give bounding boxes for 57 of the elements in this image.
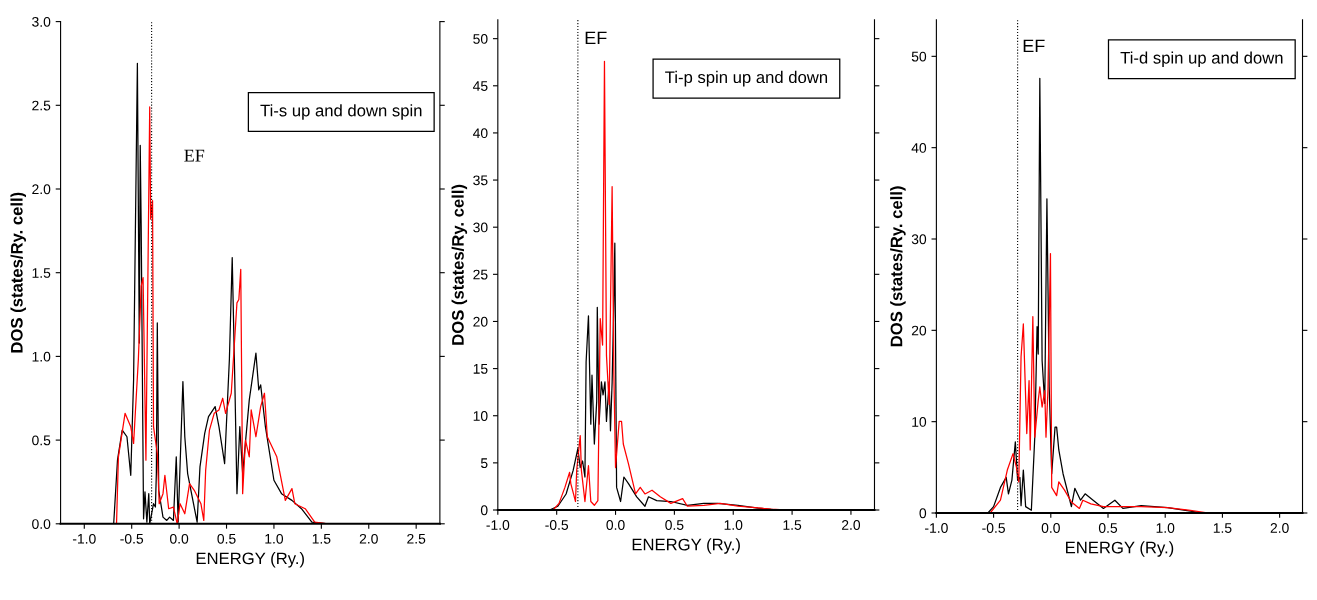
y-tick-label: 3.0 <box>32 16 51 27</box>
y-tick-label: 30 <box>911 234 927 245</box>
text: Ti-d spin up and down <box>1120 51 1283 68</box>
x-tick-label: -0.5 <box>120 533 144 544</box>
x-tick-label: -0.5 <box>982 523 1005 533</box>
x-tick-label: 2.5 <box>407 533 426 544</box>
y-tick-label: 20 <box>473 316 488 327</box>
x-tick-label: 2.0 <box>1270 523 1289 533</box>
y-tick-label: 40 <box>472 128 488 139</box>
x-tick-label: 0.0 <box>170 533 189 544</box>
y-tick-label: 0 <box>919 508 927 519</box>
y-tick-label: 2.5 <box>32 100 51 111</box>
y-tick-label: 1.5 <box>32 268 51 278</box>
x-tick-label: 0.5 <box>1098 523 1118 533</box>
y-tick-label: 10 <box>473 411 488 421</box>
x-tick-label: -0.5 <box>545 520 569 530</box>
x-tick-label: 0.0 <box>606 520 625 530</box>
x-tick-label: 2.0 <box>841 520 861 530</box>
y-tick-label: 0 <box>480 505 488 516</box>
y-tick-label: 10 <box>912 417 927 427</box>
x-tick-label: 0.0 <box>1041 523 1060 533</box>
x-tick-label: 1.0 <box>724 520 743 530</box>
x-axis-title: ENERGY (Ry.) <box>1066 541 1174 557</box>
x-tick-label: 0.5 <box>665 520 684 530</box>
y-tick-label: 25 <box>473 269 488 280</box>
x-tick-label: 1.5 <box>783 520 802 530</box>
x-tick-label: 1.5 <box>1213 523 1232 533</box>
ref-line-label: EF <box>585 31 607 45</box>
text: Ti-s up and down spin <box>260 104 422 120</box>
y-tick-label: 50 <box>911 51 927 62</box>
y-tick-label: 30 <box>473 222 488 233</box>
y-tick-label: 0.5 <box>32 435 51 446</box>
y-tick-label: 15 <box>473 364 488 374</box>
text: Ti-p spin up and down <box>665 70 828 87</box>
y-tick-label: 50 <box>473 33 488 44</box>
ref-line-label: EF <box>1023 39 1045 53</box>
x-tick-label: -1.0 <box>486 520 510 530</box>
x-tick-label: 0.5 <box>217 533 236 544</box>
x-tick-label: -1.0 <box>925 523 948 533</box>
ref-line-label: EF <box>184 149 205 162</box>
x-tick-label: -1.0 <box>72 533 96 544</box>
x-tick-label: 1.0 <box>265 533 284 544</box>
y-tick-label: 2.0 <box>32 184 51 195</box>
x-axis-title: ENERGY (Ry.) <box>196 552 304 568</box>
y-axis-title: DOS (states/Ry. cell) <box>10 192 26 353</box>
y-tick-label: 5 <box>480 458 488 469</box>
y-axis-title: DOS (states/Ry. cell) <box>890 186 906 347</box>
y-tick-label: 35 <box>473 175 488 186</box>
x-tick-label: 1.0 <box>1156 523 1175 533</box>
y-tick-label: 1.0 <box>32 351 51 362</box>
y-axis-title: DOS (states/Ry. cell) <box>451 184 468 345</box>
y-tick-label: 45 <box>472 81 488 91</box>
y-tick-label: 40 <box>911 143 927 153</box>
x-axis-title: ENERGY (Ry.) <box>632 538 740 554</box>
y-tick-label: 20 <box>911 325 927 336</box>
x-tick-label: 1.5 <box>312 534 331 544</box>
x-tick-label: 2.0 <box>359 533 378 544</box>
